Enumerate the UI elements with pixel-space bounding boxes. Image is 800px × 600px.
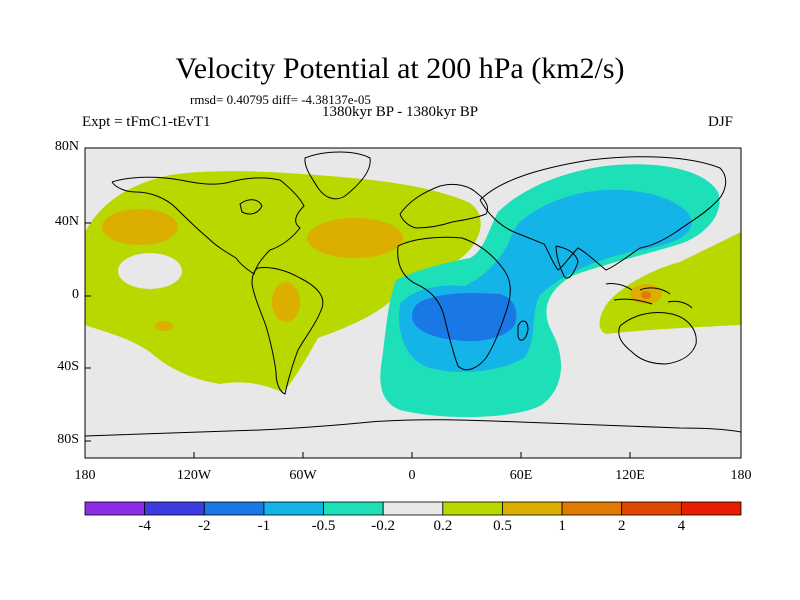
lat-label: 80N — [54, 139, 79, 154]
positive-moderate-patch-ne-pacific — [102, 209, 178, 245]
plot-title: Velocity Potential at 200 hPa (km2/s) — [175, 52, 625, 85]
coast-asia — [479, 156, 727, 271]
lon-label: 60E — [509, 468, 533, 483]
colorbar-level-label: -2 — [198, 518, 211, 534]
lon-label: 120E — [615, 468, 645, 483]
positive-strong-patch-indonesia — [641, 291, 651, 299]
lon-label: 60W — [289, 468, 317, 483]
colorbar-swatch — [442, 501, 503, 516]
neutral-patch-pacific — [118, 253, 182, 289]
coast-africa — [397, 236, 511, 371]
lat-label: 0 — [72, 287, 79, 302]
positive-weak-region-east — [599, 232, 741, 334]
period-label: 1380kyr BP - 1380kyr BP — [322, 104, 479, 120]
colorbar-level-label: -0.2 — [371, 518, 396, 534]
positive-moderate-patch-south-america — [272, 282, 300, 322]
colorbar-swatch — [621, 501, 682, 516]
colorbar-level-label: 2 — [617, 518, 626, 534]
negative-strong-region — [412, 292, 517, 342]
coast-north-america — [111, 176, 305, 275]
experiment-label: Expt = tFmC1-tEvT1 — [82, 114, 211, 130]
lon-label: 180 — [74, 468, 96, 483]
colorbar-swatch — [323, 501, 384, 516]
map-field — [85, 148, 741, 458]
lat-label: 40S — [57, 359, 79, 374]
coast-hudson-bay — [239, 199, 263, 215]
axis-ticks — [84, 147, 742, 458]
coastlines — [85, 151, 741, 437]
colorbar-level-label: 0.2 — [433, 518, 453, 534]
colorbar-swatch — [561, 501, 623, 516]
lon-label: 0 — [408, 468, 416, 483]
coast-maritime-continent — [605, 283, 693, 309]
coast-greenland — [304, 151, 371, 200]
colorbar-swatch — [680, 501, 742, 516]
coast-europe — [399, 183, 489, 229]
colorbar-swatch — [263, 501, 324, 516]
lat-label: 40N — [54, 214, 79, 229]
colorbar-swatch — [203, 501, 265, 516]
lon-label: 180 — [730, 468, 752, 483]
coast-india — [555, 245, 579, 279]
season-label: DJF — [708, 114, 734, 130]
rmsd-diff-stats: rmsd= 0.40795 diff= -4.38137e-05 — [190, 92, 371, 107]
coast-south-america — [251, 267, 324, 395]
colorbar-swatch — [502, 501, 563, 516]
colorbar-level-label: -1 — [257, 518, 271, 534]
colorbar-level-label: 1 — [558, 518, 566, 534]
positive-moderate-patch-atlantic — [307, 218, 403, 258]
plot-frame — [84, 147, 742, 459]
colorbar-level-label: 4 — [677, 518, 686, 534]
positive-moderate-patch-s-pacific — [155, 321, 173, 331]
colorbar-level-label: 0.5 — [493, 518, 512, 534]
colorbar — [84, 501, 742, 516]
colorbar-swatch — [382, 501, 444, 516]
coast-australia — [618, 312, 697, 365]
lat-label: 80S — [57, 432, 79, 447]
colorbar-swatch — [144, 501, 205, 516]
colorbar-level-label: -4 — [138, 518, 151, 534]
lon-label: 120W — [176, 468, 212, 483]
colorbar-level-label: -0.5 — [311, 518, 336, 534]
coast-antarctica — [85, 419, 741, 437]
colorbar-swatch — [84, 501, 146, 516]
coast-madagascar — [517, 320, 529, 341]
